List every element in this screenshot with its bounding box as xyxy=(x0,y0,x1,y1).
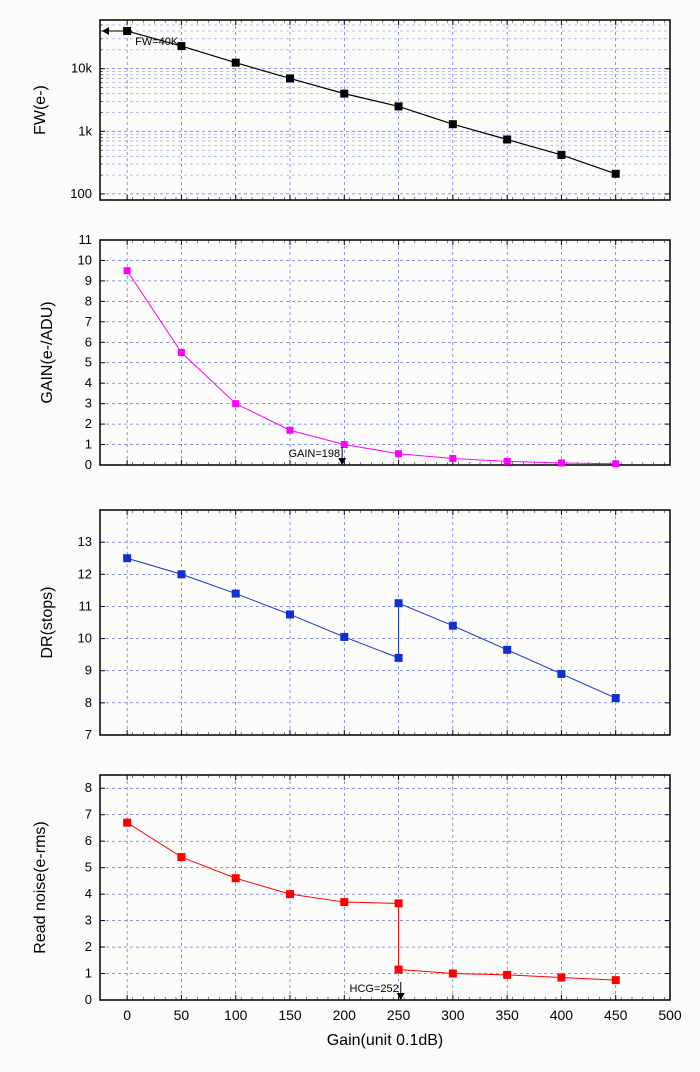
x-axis-label: Gain(unit 0.1dB) xyxy=(327,1032,444,1049)
dr-marker xyxy=(395,600,402,607)
dr-marker xyxy=(232,590,239,597)
svg-text:FW(e-): FW(e-) xyxy=(32,85,49,135)
svg-text:8: 8 xyxy=(85,780,92,795)
svg-text:6: 6 xyxy=(85,833,92,848)
svg-text:450: 450 xyxy=(604,1007,628,1023)
rn-marker xyxy=(395,966,402,973)
svg-text:13: 13 xyxy=(78,534,92,549)
svg-text:11: 11 xyxy=(79,598,93,613)
fw-marker xyxy=(395,103,402,110)
rn-marker xyxy=(287,891,294,898)
svg-text:8: 8 xyxy=(85,695,92,710)
svg-text:500: 500 xyxy=(658,1007,682,1023)
svg-text:0: 0 xyxy=(85,457,92,472)
svg-text:2: 2 xyxy=(85,416,92,431)
svg-text:7: 7 xyxy=(85,807,92,822)
svg-text:10k: 10k xyxy=(71,61,92,76)
svg-text:400: 400 xyxy=(550,1007,574,1023)
rn-marker xyxy=(124,819,131,826)
gain-marker xyxy=(396,451,402,457)
gain-marker xyxy=(124,268,130,274)
svg-text:1: 1 xyxy=(85,966,92,981)
rn-marker xyxy=(558,974,565,981)
dr-marker xyxy=(612,695,619,702)
fw-marker xyxy=(612,170,619,177)
svg-text:10: 10 xyxy=(78,252,92,267)
svg-text:5: 5 xyxy=(85,860,92,875)
svg-text:4: 4 xyxy=(85,375,92,390)
dr-marker xyxy=(504,646,511,653)
svg-text:DR(stops): DR(stops) xyxy=(39,586,56,658)
fw-marker xyxy=(287,75,294,82)
gain-marker xyxy=(287,427,293,433)
gain-marker xyxy=(558,460,564,466)
chart-stack: 1001k10kFW(e-)FW=40K01234567891011GAIN(e… xyxy=(0,0,700,1072)
fw-annotation: FW=40K xyxy=(135,36,179,48)
svg-text:0: 0 xyxy=(123,1007,131,1023)
hcg-annotation: HCG=252 xyxy=(350,983,399,995)
gain-marker xyxy=(450,455,456,461)
dr-marker xyxy=(395,654,402,661)
svg-text:8: 8 xyxy=(85,293,92,308)
svg-text:Read noise(e-rms): Read noise(e-rms) xyxy=(32,821,49,953)
rn-marker xyxy=(178,854,185,861)
svg-text:350: 350 xyxy=(495,1007,519,1023)
fw-line xyxy=(127,31,616,174)
svg-text:3: 3 xyxy=(85,396,92,411)
svg-text:300: 300 xyxy=(441,1007,465,1023)
svg-text:100: 100 xyxy=(70,186,92,201)
gain-line xyxy=(127,271,616,464)
gain-annotation: GAIN=198 xyxy=(288,448,340,460)
dr-marker xyxy=(124,555,131,562)
rn-line xyxy=(127,823,616,981)
svg-text:150: 150 xyxy=(278,1007,302,1023)
gain-marker xyxy=(613,461,619,467)
svg-text:4: 4 xyxy=(85,886,92,901)
rn-marker xyxy=(449,970,456,977)
rn-marker xyxy=(612,977,619,984)
fw-marker xyxy=(558,151,565,158)
svg-text:10: 10 xyxy=(78,631,92,646)
fw-marker xyxy=(341,90,348,97)
gain-marker xyxy=(341,442,347,448)
svg-text:1k: 1k xyxy=(78,123,92,138)
svg-text:6: 6 xyxy=(85,334,92,349)
fw-marker xyxy=(124,28,131,35)
svg-text:9: 9 xyxy=(85,273,92,288)
svg-text:GAIN(e-/ADU): GAIN(e-/ADU) xyxy=(39,301,56,403)
dr-marker xyxy=(558,670,565,677)
svg-text:200: 200 xyxy=(333,1007,357,1023)
svg-text:7: 7 xyxy=(85,314,92,329)
dr-marker xyxy=(449,622,456,629)
svg-text:7: 7 xyxy=(85,727,92,742)
gain-marker xyxy=(178,350,184,356)
svg-text:9: 9 xyxy=(85,663,92,678)
rn-marker xyxy=(504,971,511,978)
svg-text:2: 2 xyxy=(85,939,92,954)
svg-text:1: 1 xyxy=(85,437,92,452)
fw-marker xyxy=(232,59,239,66)
svg-text:12: 12 xyxy=(78,566,92,581)
fw-marker xyxy=(178,43,185,50)
svg-text:100: 100 xyxy=(224,1007,248,1023)
svg-text:5: 5 xyxy=(85,355,92,370)
gain-marker xyxy=(504,458,510,464)
gain-marker xyxy=(233,401,239,407)
fw-marker xyxy=(449,121,456,128)
fw-marker xyxy=(504,136,511,143)
dr-marker xyxy=(341,633,348,640)
rn-marker xyxy=(395,900,402,907)
svg-text:3: 3 xyxy=(85,913,92,928)
dr-marker xyxy=(178,571,185,578)
rn-marker xyxy=(232,875,239,882)
svg-text:50: 50 xyxy=(174,1007,190,1023)
dr-line xyxy=(127,558,616,698)
chart-svg: 1001k10kFW(e-)FW=40K01234567891011GAIN(e… xyxy=(0,0,700,1072)
rn-marker xyxy=(341,899,348,906)
svg-text:250: 250 xyxy=(387,1007,411,1023)
svg-text:0: 0 xyxy=(85,992,92,1007)
dr-marker xyxy=(287,611,294,618)
svg-text:11: 11 xyxy=(79,232,93,247)
